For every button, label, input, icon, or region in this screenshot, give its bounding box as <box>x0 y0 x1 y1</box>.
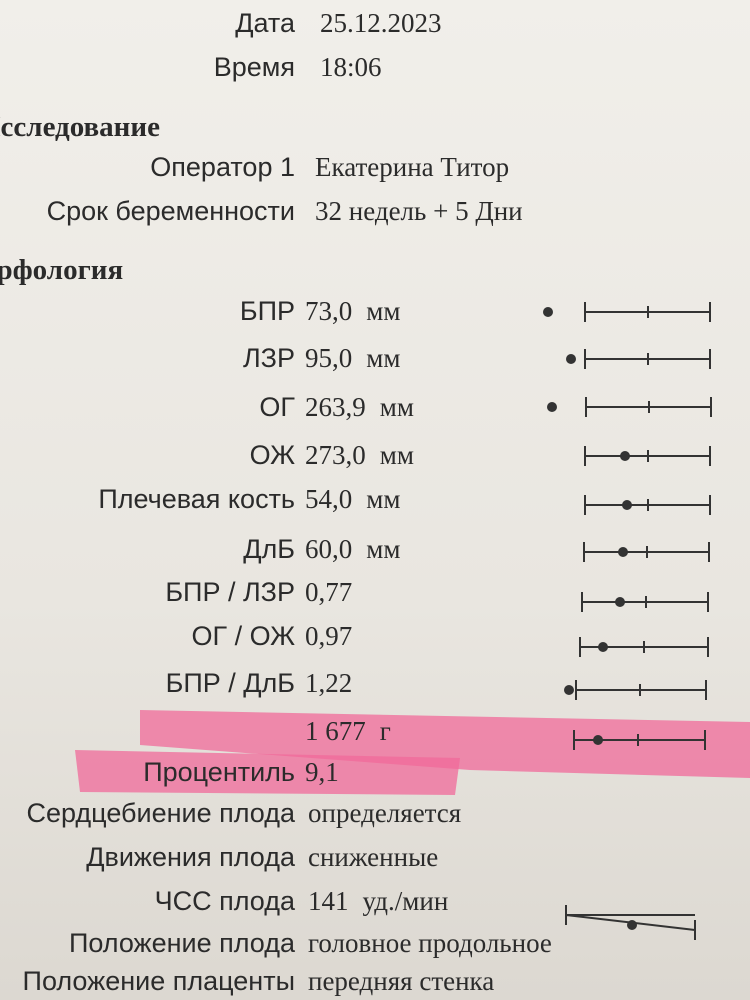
row-value: 0,97 <box>305 621 353 651</box>
row-label: Сердцебиение плода <box>26 798 295 828</box>
row-label: Срок беременности <box>46 196 295 226</box>
highlight <box>140 710 750 778</box>
row-label: Плечевая кость <box>98 484 295 514</box>
row-unit: мм <box>366 296 401 326</box>
row-unit: мм <box>379 392 414 422</box>
row-value: 141 <box>308 886 349 916</box>
row-label: ДлБ <box>243 534 295 564</box>
row-value: головное продольное <box>308 928 552 958</box>
row-value: Екатерина Титор <box>315 152 510 182</box>
row-value: 25.12.2023 <box>320 8 442 38</box>
row-unit: г <box>379 716 391 746</box>
row-label: ОГ / ОЖ <box>191 621 295 651</box>
row-label: БПР <box>239 296 295 326</box>
row-value: 263,9 <box>305 392 366 422</box>
row-value: 1,22 <box>305 668 353 698</box>
row-value: 60,0 <box>305 534 353 564</box>
row-label: БПР / ДлБ <box>165 668 295 698</box>
row-value: определяется <box>308 798 462 828</box>
row-value: 54,0 <box>305 484 353 514</box>
row-label: ЛЗР <box>242 343 295 373</box>
scale-bars <box>565 302 712 940</box>
row-value: 0,77 <box>305 577 353 607</box>
row-value: 73,0 <box>305 296 353 326</box>
row-unit: мм <box>366 534 401 564</box>
row-unit: мм <box>379 440 414 470</box>
row-label: ЧСС плода <box>154 886 295 916</box>
row-unit: мм <box>366 343 401 373</box>
row-value: 18:06 <box>320 52 382 82</box>
row-value: 9,1 <box>305 757 339 787</box>
row-label: Положение плода <box>68 928 295 958</box>
section-title: Морфология <box>0 254 124 286</box>
row-value: передняя стенка <box>308 966 495 996</box>
row-label: Движения плода <box>86 842 295 872</box>
row-label: Дата <box>235 8 295 38</box>
row-label: БПР / ЛЗР <box>165 577 295 607</box>
row-unit: уд./мин <box>362 886 449 916</box>
section-title: Исследование <box>0 111 160 143</box>
row-label: Положение плаценты <box>22 966 295 996</box>
row-label: Оператор 1 <box>150 152 295 182</box>
dots <box>543 307 637 930</box>
row-value: 273,0 <box>305 440 366 470</box>
row-value: 1 677 <box>305 716 366 746</box>
row-label: Время <box>213 52 295 82</box>
row-value: 32 недель + 5 Дни <box>315 196 523 226</box>
row-label: ОЖ <box>249 440 295 470</box>
row-value: сниженные <box>308 842 439 872</box>
row-label: Процентиль <box>143 757 295 787</box>
row-value: 95,0 <box>305 343 353 373</box>
row-unit: мм <box>366 484 401 514</box>
row-label: ОГ <box>259 392 295 422</box>
highlight <box>75 750 460 795</box>
